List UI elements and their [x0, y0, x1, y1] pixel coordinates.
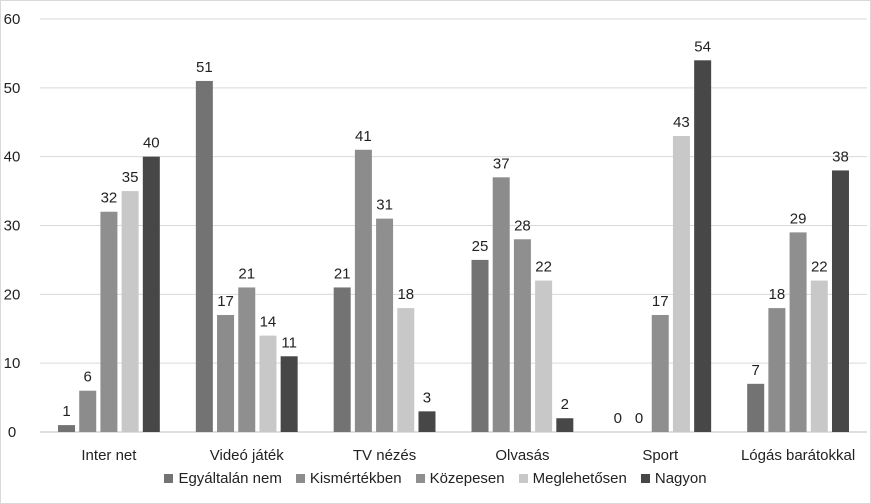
bar — [418, 411, 436, 432]
bar — [810, 280, 828, 432]
bar — [768, 308, 786, 432]
y-tick-label: 40 — [4, 149, 21, 166]
data-label: 0 — [614, 410, 622, 427]
legend-swatch — [295, 474, 305, 483]
legend-label: Nagyon — [654, 470, 707, 487]
data-label: 40 — [143, 135, 160, 152]
x-tick-label: Inter net — [81, 447, 137, 464]
data-label: 32 — [101, 190, 118, 207]
data-label: 3 — [423, 389, 431, 406]
x-tick-label: Sport — [642, 447, 679, 464]
data-label: 18 — [769, 286, 786, 303]
legend: Egyáltalán nem Kismértékben Közepesen Megle… — [0, 470, 871, 487]
bar — [651, 314, 669, 432]
data-label: 35 — [122, 169, 139, 186]
bar — [694, 60, 712, 433]
bar — [354, 149, 372, 433]
bar — [100, 211, 118, 432]
legend-label: Kismértékben — [309, 470, 402, 487]
data-label: 2 — [561, 396, 569, 413]
y-tick-label: 0 — [8, 424, 16, 441]
bar — [789, 232, 807, 432]
legend-item: Közepesen — [415, 470, 505, 487]
bar — [121, 191, 139, 432]
data-label: 25 — [472, 238, 489, 255]
data-label: 38 — [832, 148, 849, 165]
x-tick-label: Olvasás — [495, 447, 549, 464]
data-label: 11 — [281, 334, 297, 351]
gridlines — [40, 18, 867, 433]
legend-label: Egyáltalán nem — [178, 470, 282, 487]
data-label: 22 — [811, 259, 828, 276]
data-label: 21 — [238, 265, 255, 282]
bar — [79, 390, 97, 432]
data-label: 41 — [355, 128, 372, 145]
data-label: 18 — [397, 286, 414, 303]
data-label: 28 — [514, 217, 531, 234]
bar — [747, 383, 765, 432]
y-tick-label: 10 — [4, 355, 21, 372]
bar — [471, 259, 489, 432]
legend-swatch — [164, 474, 174, 483]
x-tick-label: TV nézés — [353, 447, 416, 464]
data-label: 54 — [694, 38, 711, 55]
data-label: 29 — [790, 210, 807, 227]
bar — [280, 356, 298, 432]
legend-swatch — [415, 474, 425, 483]
legend-item: Meglehetősen — [518, 470, 627, 487]
x-tick-label: Videó játék — [210, 447, 284, 464]
bar — [492, 177, 510, 432]
y-tick-label: 50 — [4, 80, 21, 97]
bar — [195, 80, 213, 432]
legend-label: Meglehetősen — [532, 470, 627, 487]
bar — [376, 218, 394, 432]
bars — [58, 60, 849, 433]
legend-item: Kismértékben — [295, 470, 402, 487]
data-label: 7 — [752, 362, 760, 379]
x-axis-tick-labels: Inter net Videó játék TV nézés Olvasás Sport… — [81, 447, 855, 464]
y-tick-label: 60 — [4, 11, 21, 28]
legend-swatch — [518, 474, 528, 483]
bar — [333, 287, 351, 432]
bar — [397, 308, 415, 432]
y-axis-tick-labels: 0 10 20 30 40 50 60 — [4, 11, 21, 441]
legend-item: Nagyon — [640, 470, 707, 487]
data-label: 14 — [260, 314, 277, 331]
bar — [217, 314, 235, 432]
data-label: 17 — [217, 293, 234, 310]
data-label: 37 — [493, 155, 510, 172]
bar — [259, 335, 277, 432]
data-label: 43 — [673, 114, 690, 131]
data-label: 0 — [635, 410, 643, 427]
bar — [142, 156, 160, 432]
legend-swatch — [640, 474, 650, 483]
data-label: 31 — [376, 197, 393, 214]
bar — [535, 280, 553, 432]
legend-item: Egyáltalán nem — [164, 470, 282, 487]
y-tick-label: 20 — [4, 286, 21, 303]
data-label: 6 — [84, 369, 92, 386]
data-label: 21 — [334, 265, 351, 282]
bar — [556, 418, 574, 432]
data-label: 22 — [535, 259, 552, 276]
legend-label: Közepesen — [429, 470, 505, 487]
bar — [238, 287, 256, 432]
x-tick-label: Lógás barátokkal — [741, 447, 855, 464]
bar — [672, 136, 690, 432]
bar — [513, 239, 531, 432]
y-tick-label: 30 — [4, 218, 21, 235]
data-label: 1 — [62, 403, 70, 420]
data-label: 51 — [196, 59, 213, 76]
bar — [831, 170, 849, 432]
data-label: 17 — [652, 293, 669, 310]
bar — [58, 425, 76, 432]
